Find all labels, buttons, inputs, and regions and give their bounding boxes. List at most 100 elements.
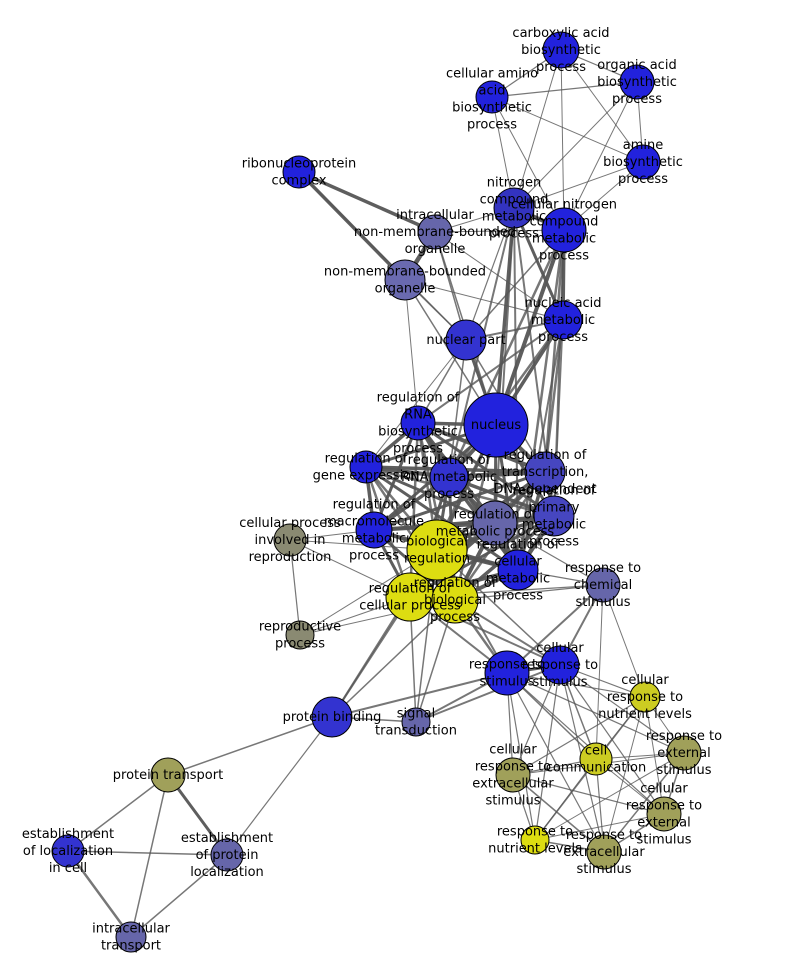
graph-node-ribonucleoprotein_complex[interactable]: [282, 155, 316, 189]
graph-node-regulation_transcription_dna[interactable]: [524, 451, 566, 493]
graph-node-establishment_protein_localization[interactable]: [210, 838, 244, 872]
graph-node-reproductive_process[interactable]: [285, 620, 315, 650]
graph-node-label-regulation_rna_metabolic: regulation of RNA metabolic process: [401, 453, 497, 502]
graph-node-label-ribonucleoprotein_complex: ribonucleoprotein complex: [242, 156, 357, 188]
graph-node-label-regulation_metabolic_process: regulation of metabolic process: [436, 507, 555, 539]
graph-node-label-response_extracellular_stimulus: response to extracellular stimulus: [563, 828, 645, 877]
graph-node-nucleus[interactable]: [463, 392, 529, 458]
graph-edge: [603, 696, 646, 853]
graph-node-regulation_macromolecule_metabolic[interactable]: [355, 511, 393, 549]
graph-edge: [491, 96, 565, 231]
graph-node-label-response_external_stimulus: response to external stimulus: [646, 729, 722, 778]
graph-node-regulation_biological_process[interactable]: [431, 576, 479, 624]
graph-node-regulation_rna_biosynthetic[interactable]: [400, 405, 436, 441]
graph-node-label-nucleus: nucleus: [471, 418, 521, 433]
graph-edge: [404, 279, 419, 424]
graph-edge: [465, 229, 565, 341]
graph-node-label-regulation_biological_process: regulation of biological process: [414, 576, 497, 625]
graph-node-label-response_stimulus: response to stimulus: [469, 657, 545, 689]
graph-node-cellular_process_reproduction[interactable]: [273, 523, 307, 557]
graph-node-organic_acid_bio[interactable]: [619, 64, 655, 100]
graph-node-cell_communication[interactable]: [579, 742, 613, 776]
graph-node-carboxylic_acid_bio[interactable]: [542, 31, 580, 69]
graph-node-label-cellular_amino_acid_bio: cellular amino acid biosynthetic process: [446, 66, 538, 132]
graph-edge: [513, 49, 562, 209]
graph-node-cellular_response_stimulus[interactable]: [540, 645, 580, 685]
graph-node-response_external_stimulus[interactable]: [666, 735, 702, 771]
graph-edge: [534, 664, 561, 841]
graph-edge: [434, 231, 564, 321]
graph-node-label-response_nutrient_levels: response to nutrient levels: [488, 824, 582, 856]
graph-node-label-regulation_primary_metabolic: regulation of primary metabolic process: [513, 483, 596, 549]
graph-node-cellular_response_external[interactable]: [646, 796, 682, 832]
graph-edge: [67, 774, 169, 852]
graph-node-response_extracellular_stimulus[interactable]: [586, 834, 622, 870]
graph-node-label-protein_transport: protein transport: [113, 768, 223, 783]
graph-edge: [365, 339, 467, 468]
graph-node-response_stimulus[interactable]: [484, 650, 530, 696]
graph-node-label-cellular_response_nutrient_levels: cellular response to nutrient levels: [598, 673, 692, 722]
graph-node-label-regulation_gene_expression: regulation of gene expression: [313, 451, 420, 483]
graph-node-label-signal_transduction: signal transduction: [375, 706, 457, 738]
graph-edge: [534, 813, 665, 841]
graph-edge: [517, 319, 564, 571]
graph-edge: [534, 752, 685, 841]
graph-edge: [559, 664, 685, 754]
nodes-layer: [51, 31, 702, 953]
graph-edge: [408, 421, 420, 599]
graph-node-protein_transport[interactable]: [150, 757, 186, 793]
graph-node-label-regulation_cellular_process: regulation of cellular process: [359, 581, 461, 613]
graph-node-nucleic_acid_metabolic[interactable]: [543, 300, 583, 340]
graph-edge: [563, 81, 638, 231]
graph-node-cellular_amino_acid_bio[interactable]: [475, 80, 509, 114]
graph-node-regulation_rna_metabolic[interactable]: [429, 457, 469, 497]
graph-edge: [534, 758, 597, 841]
graph-node-response_chemical_stimulus[interactable]: [585, 567, 621, 603]
graph-node-label-regulation_macromolecule_metabolic: regulation of macromolecule metabolic proce…: [324, 497, 424, 563]
graph-node-non_membrane_organelle[interactable]: [384, 259, 426, 301]
graph-edge: [417, 319, 564, 424]
graph-node-label-cellular_response_external: cellular response to external stimulus: [626, 781, 702, 847]
graph-node-label-cellular_response_extracellular: cellular response to extracellular stimulus: [472, 742, 554, 808]
graph-node-cellular_response_nutrient_levels[interactable]: [629, 681, 661, 713]
graph-node-nitrogen_compound_metabolic[interactable]: [493, 187, 535, 229]
graph-edge: [513, 81, 638, 209]
graph-node-intracellular_non_membrane_organelle[interactable]: [417, 214, 453, 250]
graph-node-intracellular_transport[interactable]: [115, 921, 147, 953]
graph-edge: [512, 774, 665, 815]
graph-node-label-nucleic_acid_metabolic: nucleic acid metabolic process: [524, 296, 601, 345]
graph-edge: [512, 664, 561, 776]
graph-node-biological_regulation[interactable]: [406, 519, 468, 581]
graph-edge: [364, 465, 497, 525]
graph-edge: [560, 49, 565, 231]
graph-edge: [512, 774, 605, 853]
graph-node-regulation_cellular_metabolic[interactable]: [497, 549, 539, 591]
graph-edge: [595, 584, 604, 760]
graph-node-label-carboxylic_acid_bio: carboxylic acid biosynthetic process: [512, 26, 609, 75]
graph-node-label-cellular_response_stimulus: cellular response to stimulus: [522, 641, 598, 690]
graph-node-regulation_gene_expression[interactable]: [349, 450, 383, 484]
graph-node-label-cell_communication: cell communication: [546, 743, 647, 775]
graph-node-establishment_localization_cell[interactable]: [51, 834, 85, 868]
graph-edge: [331, 599, 456, 718]
graph-edge: [415, 664, 561, 723]
graph-edge: [404, 279, 564, 321]
graph-edge: [130, 854, 228, 938]
graph-node-label-cellular_nitrogen_compound_metabolic: cellular nitrogen compound metabolic proces…: [511, 197, 617, 263]
graph-node-label-regulation_rna_biosynthetic: regulation of RNA biosynthetic process: [377, 390, 460, 456]
graph-node-label-establishment_protein_localization: establishment of protein localization: [181, 831, 273, 880]
graph-node-cellular_nitrogen_compound_metabolic[interactable]: [541, 207, 587, 253]
graph-node-label-reproductive_process: reproductive process: [259, 619, 341, 651]
graph-node-signal_transduction[interactable]: [401, 707, 431, 737]
graph-node-amine_bio[interactable]: [625, 144, 661, 180]
graph-node-protein_binding[interactable]: [311, 696, 353, 738]
graph-node-regulation_primary_metabolic[interactable]: [533, 495, 575, 537]
graph-node-response_nutrient_levels[interactable]: [520, 825, 550, 855]
graph-node-cellular_response_extracellular[interactable]: [495, 757, 531, 793]
graph-edge: [491, 96, 644, 163]
graph-node-nuclear_part[interactable]: [445, 319, 487, 361]
graph-node-regulation_metabolic_process[interactable]: [472, 500, 518, 546]
graph-edge: [512, 696, 646, 776]
graph-edge: [543, 318, 565, 474]
